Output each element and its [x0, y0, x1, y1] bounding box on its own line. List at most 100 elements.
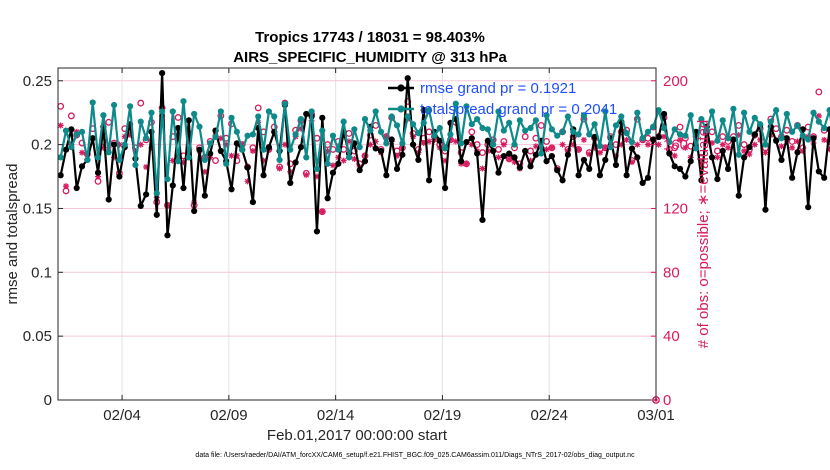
totalspread-point: [644, 128, 652, 135]
rmse-point: [660, 110, 668, 118]
legend-label-rmse: rmse grand pr = 0.1921: [420, 80, 576, 97]
totalspread-point: [68, 144, 75, 151]
obs-evaluated-point: [671, 152, 678, 159]
rmse-point: [142, 191, 150, 198]
obs-evaluated-point: [815, 112, 822, 119]
y-left-tick-label: 0: [44, 392, 52, 409]
legend-label-totalspread: totalspread grand pr = 0.2041: [420, 101, 617, 118]
totalspread-point: [356, 144, 363, 151]
rmse-point: [612, 161, 620, 169]
totalspread-point: [313, 165, 321, 172]
totalspread-point: [201, 156, 208, 164]
obs-evaluated-point: [596, 149, 603, 156]
rmse-point: [458, 158, 465, 165]
totalspread-point: [650, 123, 657, 130]
obs-evaluated-point: [500, 141, 507, 148]
y-right-tick-label: 80: [663, 264, 680, 281]
rmse-point: [644, 174, 652, 181]
rmse-point: [463, 138, 470, 146]
rmse-point: [821, 174, 828, 181]
totalspread-point: [783, 110, 790, 118]
rmse-point: [580, 156, 588, 164]
totalspread-point: [586, 131, 593, 138]
obs-evaluated-point: [778, 143, 785, 150]
rmse-point: [62, 146, 70, 153]
obs-evaluated-point: [340, 157, 347, 164]
plot-area: [58, 68, 656, 400]
totalspread-point: [773, 107, 780, 114]
totalspread-point: [89, 99, 96, 106]
totalspread-point: [660, 124, 668, 132]
obs-evaluated-point: [468, 141, 475, 148]
obs-possible-point: [713, 147, 721, 155]
totalspread-point: [207, 140, 214, 147]
obs-possible-point: [788, 137, 796, 145]
totalspread-point: [121, 141, 128, 148]
obs-possible-point: [740, 141, 748, 149]
obs-evaluated-point: [313, 173, 320, 180]
obs-evaluated-point: [623, 136, 630, 143]
totalspread-point: [591, 121, 598, 128]
totalspread-point: [175, 158, 182, 165]
obs-possible-point: [676, 123, 684, 131]
totalspread-point: [479, 124, 486, 132]
obs-evaluated-point: [100, 144, 107, 151]
obs-evaluated-point: [367, 141, 374, 148]
obs-evaluated-point: [345, 138, 352, 145]
obs-evaluated-point: [324, 148, 331, 154]
rmse-point: [762, 206, 769, 213]
totalspread-point: [404, 113, 411, 120]
totalspread-point: [415, 130, 422, 137]
obs-possible-point: [137, 99, 145, 107]
series-layer: [57, 70, 830, 404]
obs-evaluated-point: [511, 159, 518, 166]
rmse-point: [164, 232, 171, 239]
obs-possible-point: [719, 133, 727, 141]
totalspread-point: [548, 126, 555, 133]
obs-evaluated-point: [116, 141, 123, 148]
totalspread-point: [762, 141, 769, 148]
obs-evaluated-point: [628, 159, 635, 166]
rmse-point: [730, 136, 737, 143]
rmse-point: [671, 163, 678, 170]
totalspread-point: [789, 128, 796, 135]
totalspread-point: [409, 121, 417, 128]
rmse-point: [575, 172, 582, 179]
rmse-point: [383, 172, 390, 179]
obs-evaluated-point: [351, 155, 358, 162]
totalspread-point: [447, 131, 454, 138]
rmse-point: [650, 136, 657, 143]
rmse-point: [110, 141, 118, 148]
totalspread-point: [452, 100, 459, 107]
obs-evaluated-point: [169, 157, 176, 164]
x-tick-label: 02/09: [210, 407, 248, 424]
obs-evaluated-point: [239, 141, 246, 148]
obs-evaluated-point: [495, 154, 502, 161]
chart-title-line2: AIRS_SPECIFIC_HUMIDITY @ 313 hPa: [233, 49, 507, 66]
rmse-point: [159, 70, 166, 77]
obs-possible-point: [815, 88, 823, 96]
totalspread-point: [714, 137, 721, 144]
obs-evaluated-point: [789, 144, 796, 151]
totalspread-point: [559, 128, 566, 135]
obs-evaluated-point: [580, 136, 587, 143]
obs-evaluated-point: [394, 152, 401, 159]
rmse-point: [217, 147, 224, 155]
totalspread-point: [554, 132, 561, 139]
totalspread-point: [639, 135, 646, 142]
totalspread-point: [794, 122, 801, 129]
obs-evaluated-point: [63, 183, 70, 190]
rmse-point: [639, 179, 646, 187]
totalspread-point: [388, 113, 395, 120]
rmse-point: [789, 174, 796, 181]
obs-evaluated-point: [329, 162, 336, 169]
obs-possible-point: [735, 122, 743, 129]
obs-evaluated-point: [447, 136, 454, 143]
footer-data-file: data file: /Users/raeder/DAI/ATM_forcXX/…: [195, 452, 635, 459]
totalspread-point: [564, 113, 572, 120]
totalspread-point: [655, 107, 662, 114]
totalspread-point: [217, 108, 224, 115]
totalspread-point: [399, 140, 406, 147]
totalspread-point: [244, 132, 251, 139]
totalspread-point: [105, 149, 112, 156]
